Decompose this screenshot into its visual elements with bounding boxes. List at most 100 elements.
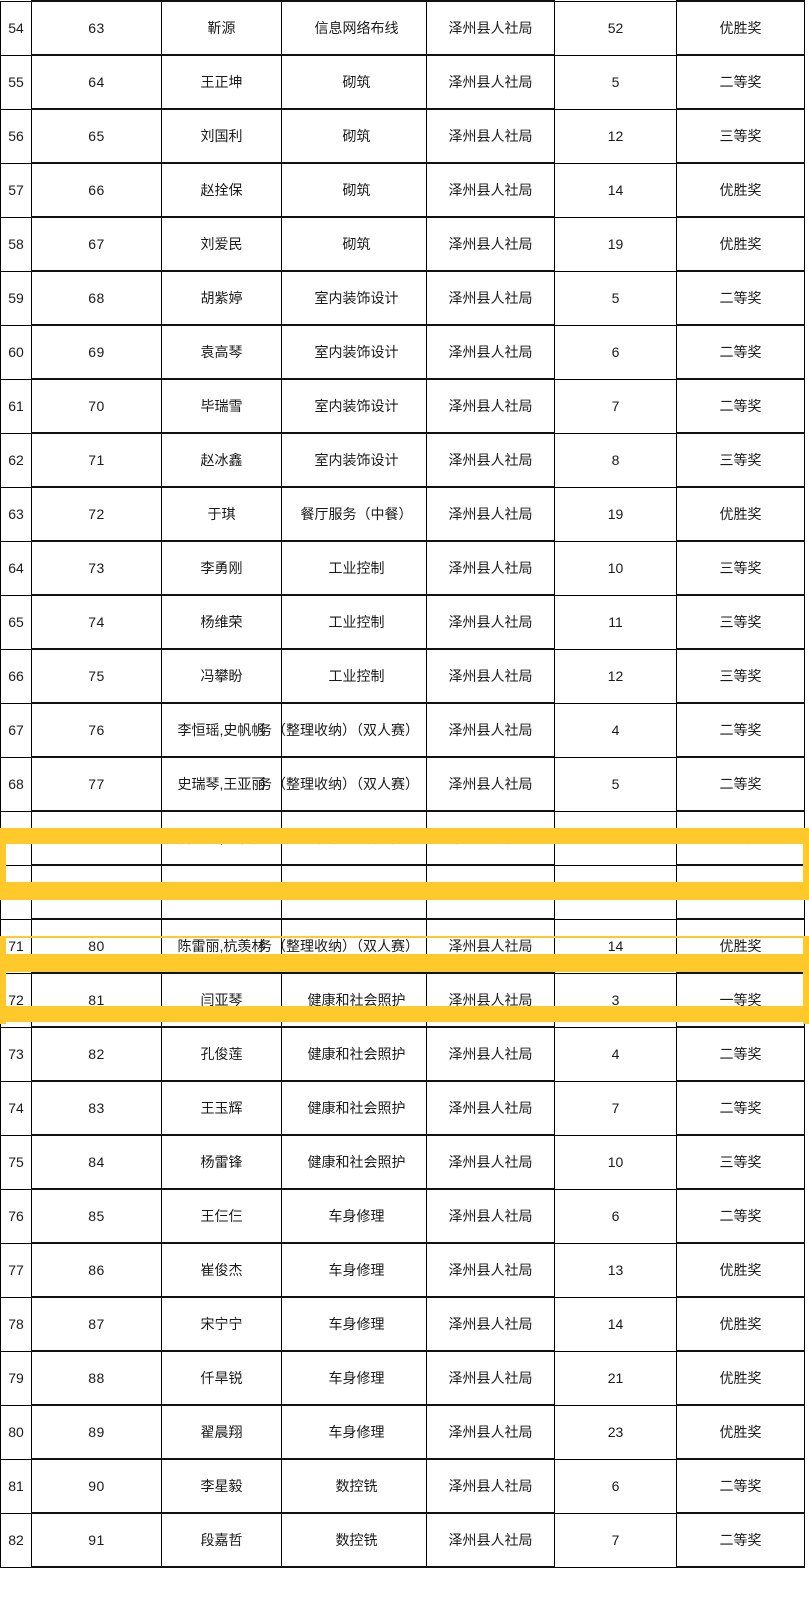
occupation-cell[interactable]: 数控铣 [281,1458,427,1514]
participant-name-cell[interactable]: 刘国利 [161,108,282,164]
serial-number-cell[interactable]: 82 [31,1026,162,1082]
row-index-cell[interactable]: 71 [0,918,32,974]
occupation-cell[interactable]: 信息网络布线 [281,0,427,56]
award-level-cell[interactable]: 三等奖 [676,864,805,920]
score-rank-cell[interactable]: 10 [554,540,677,596]
table-row[interactable]: 56 65 刘国利 砌筑 泽州县人社局 12 三等奖 [0,108,805,164]
row-index-cell[interactable]: 81 [0,1458,32,1514]
serial-number-cell[interactable]: 87 [31,1296,162,1352]
row-index-cell[interactable]: 54 [0,0,32,56]
row-index-cell[interactable]: 55 [0,54,32,110]
occupation-cell[interactable]: 健康和社会照护 [281,972,427,1028]
table-row[interactable]: 68 77 史瑞琴,王亚丽 务（整理收纳）（双人赛） 泽州县人社局 5 二等奖 [0,756,805,812]
serial-number-cell[interactable]: 72 [31,486,162,542]
award-level-cell[interactable]: 二等奖 [676,1458,805,1514]
row-index-cell[interactable]: 70 [0,864,32,920]
score-rank-cell[interactable]: 6 [554,1188,677,1244]
occupation-cell[interactable]: 务（整理收纳）（双人赛） [258,864,427,920]
award-level-cell[interactable]: 优胜奖 [676,162,805,218]
serial-number-cell[interactable]: 80 [31,918,162,974]
table-row[interactable]: 72 81 闫亚琴 健康和社会照护 泽州县人社局 3 一等奖 [0,972,805,1028]
row-index-cell[interactable]: 61 [0,378,32,434]
award-level-cell[interactable]: 三等奖 [676,432,805,488]
row-index-cell[interactable]: 74 [0,1080,32,1136]
row-index-cell[interactable]: 80 [0,1404,32,1460]
table-row[interactable]: 75 84 杨雷锋 健康和社会照护 泽州县人社局 10 三等奖 [0,1134,805,1190]
serial-number-cell[interactable]: 83 [31,1080,162,1136]
table-row[interactable]: 59 68 胡紫婷 室内装饰设计 泽州县人社局 5 二等奖 [0,270,805,326]
occupation-cell[interactable]: 车身修理 [281,1242,427,1298]
serial-number-cell[interactable]: 70 [31,378,162,434]
serial-number-cell[interactable]: 77 [31,756,162,812]
serial-number-cell[interactable]: 74 [31,594,162,650]
participant-name-cell[interactable]: 刘爱民 [161,216,282,272]
row-index-cell[interactable]: 56 [0,108,32,164]
score-rank-cell[interactable]: 3 [554,972,677,1028]
score-rank-cell[interactable]: 5 [554,270,677,326]
table-row[interactable]: 65 74 杨维荣 工业控制 泽州县人社局 11 三等奖 [0,594,805,650]
table-row[interactable]: 66 75 冯攀盼 工业控制 泽州县人社局 12 三等奖 [0,648,805,704]
occupation-cell[interactable]: 砌筑 [281,54,427,110]
award-level-cell[interactable]: 优胜奖 [676,918,805,974]
serial-number-cell[interactable]: 84 [31,1134,162,1190]
occupation-cell[interactable]: 室内装饰设计 [281,324,427,380]
occupation-cell[interactable]: 砌筑 [281,108,427,164]
table-row[interactable]: 71 80 陈雷丽,杭羡林 务（整理收纳）（双人赛） 泽州县人社局 14 优胜奖 [0,918,805,974]
award-level-cell[interactable]: 二等奖 [676,702,805,758]
recommending-unit-cell[interactable]: 泽州县人社局 [426,594,555,650]
recommending-unit-cell[interactable]: 泽州县人社局 [426,1134,555,1190]
participant-name-cell[interactable]: 毕瑞雪 [161,378,282,434]
serial-number-cell[interactable]: 73 [31,540,162,596]
score-rank-cell[interactable]: 5 [554,54,677,110]
score-rank-cell[interactable]: 52 [554,0,677,56]
recommending-unit-cell[interactable]: 泽州县人社局 [426,648,555,704]
recommending-unit-cell[interactable]: 泽州县人社局 [426,432,555,488]
award-level-cell[interactable]: 二等奖 [676,756,805,812]
row-index-cell[interactable]: 77 [0,1242,32,1298]
score-rank-cell[interactable]: 14 [554,918,677,974]
award-level-cell[interactable]: 二等奖 [676,810,805,866]
occupation-cell[interactable]: 室内装饰设计 [281,432,427,488]
recommending-unit-cell[interactable]: 泽州县人社局 [426,324,555,380]
row-index-cell[interactable]: 73 [0,1026,32,1082]
table-row[interactable]: 61 70 毕瑞雪 室内装饰设计 泽州县人社局 7 二等奖 [0,378,805,434]
recommending-unit-cell[interactable]: 泽州县人社局 [426,486,555,542]
occupation-cell[interactable]: 工业控制 [281,594,427,650]
row-index-cell[interactable]: 69 [0,810,32,866]
award-level-cell[interactable]: 三等奖 [676,594,805,650]
participant-name-cell[interactable]: 靳源 [161,0,282,56]
participant-name-cell[interactable]: 王仨仨 [161,1188,282,1244]
serial-number-cell[interactable]: 67 [31,216,162,272]
occupation-cell[interactable]: 车身修理 [281,1404,427,1460]
score-rank-cell[interactable]: 12 [554,108,677,164]
table-row[interactable]: 62 71 赵冰鑫 室内装饰设计 泽州县人社局 8 三等奖 [0,432,805,488]
occupation-cell[interactable]: 健康和社会照护 [281,1134,427,1190]
table-row[interactable]: 70 79 王香玲,任明 务（整理收纳）（双人赛） 泽州县人社局 10 三等奖 [0,864,805,920]
table-row[interactable]: 80 89 翟晨翔 车身修理 泽州县人社局 23 优胜奖 [0,1404,805,1460]
recommending-unit-cell[interactable]: 泽州县人社局 [426,540,555,596]
award-level-cell[interactable]: 二等奖 [676,324,805,380]
recommending-unit-cell[interactable]: 泽州县人社局 [426,0,555,56]
recommending-unit-cell[interactable]: 泽州县人社局 [426,1080,555,1136]
recommending-unit-cell[interactable]: 泽州县人社局 [426,918,555,974]
award-level-cell[interactable]: 优胜奖 [676,486,805,542]
participant-name-cell[interactable]: 杨雷锋 [161,1134,282,1190]
row-index-cell[interactable]: 66 [0,648,32,704]
participant-name-cell[interactable]: 崔俊杰 [161,1242,282,1298]
serial-number-cell[interactable]: 69 [31,324,162,380]
participant-name-cell[interactable]: 赵拴保 [161,162,282,218]
score-rank-cell[interactable]: 7 [554,1512,677,1568]
recommending-unit-cell[interactable]: 泽州县人社局 [426,1404,555,1460]
occupation-cell[interactable]: 务（整理收纳）（双人赛） [258,702,427,758]
recommending-unit-cell[interactable]: 泽州县人社局 [426,162,555,218]
award-level-cell[interactable]: 优胜奖 [676,216,805,272]
table-row[interactable]: 69 78 吕利清,张小梅 务（整理收纳）（双人赛） 泽州县人社局 7 二等奖 [0,810,805,866]
row-index-cell[interactable]: 76 [0,1188,32,1244]
row-index-cell[interactable]: 62 [0,432,32,488]
participant-name-cell[interactable]: 李星毅 [161,1458,282,1514]
participant-name-cell[interactable]: 于琪 [161,486,282,542]
table-row[interactable]: 67 76 李恒瑶,史帆帆 务（整理收纳）（双人赛） 泽州县人社局 4 二等奖 [0,702,805,758]
participant-name-cell[interactable]: 段嘉哲 [161,1512,282,1568]
occupation-cell[interactable]: 健康和社会照护 [281,1080,427,1136]
recommending-unit-cell[interactable]: 泽州县人社局 [426,756,555,812]
